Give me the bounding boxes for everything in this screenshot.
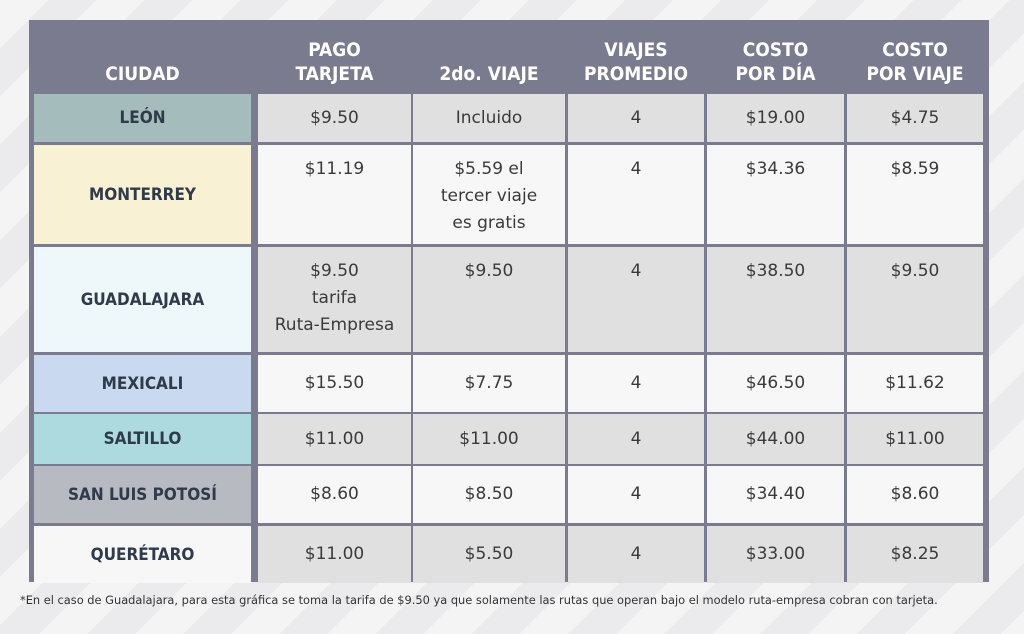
column-header-pago: PAGO TARJETA <box>295 39 374 85</box>
value-cell-costo-viaje: $9.50 <box>847 247 983 352</box>
fare-table: CIUDAD PAGO TARJETA 2do. VIAJE VIAJES PROME… <box>29 20 989 583</box>
value-cell-costo-viaje: $8.25 <box>847 526 983 583</box>
value-cell-costo-dia: $38.50 <box>707 247 844 352</box>
value-cell-viajes: 4 <box>568 145 704 244</box>
value-cell-costo-viaje: $8.59 <box>847 145 983 244</box>
value-cell-costo-dia: $44.00 <box>707 414 844 464</box>
value-cell-costo-dia: $46.50 <box>707 355 844 412</box>
city-cell: MEXICALI <box>34 355 251 412</box>
value-cell-costo-dia: $34.40 <box>707 466 844 523</box>
value-cell-pago: $11.00 <box>258 414 411 464</box>
column-header-segundo: 2do. VIAJE <box>439 63 539 85</box>
value-cell-viajes: 4 <box>568 466 704 523</box>
value-cell-viajes: 4 <box>568 414 704 464</box>
value-cell-costo-dia: $33.00 <box>707 526 844 583</box>
value-cell-pago: $9.50 tarifa Ruta-Empresa <box>258 247 411 352</box>
value-cell-pago: $11.19 <box>258 145 411 244</box>
column-header-costo-viaje: COSTO POR VIAJE <box>866 39 964 85</box>
value-cell-viajes: 4 <box>568 94 704 142</box>
value-cell-pago: $15.50 <box>258 355 411 412</box>
value-cell-pago: $11.00 <box>258 526 411 583</box>
value-cell-segundo: $5.59 el tercer viaje es gratis <box>413 145 565 244</box>
value-cell-costo-viaje: $11.62 <box>847 355 983 412</box>
value-cell-viajes: 4 <box>568 355 704 412</box>
value-cell-segundo: $9.50 <box>413 247 565 352</box>
city-cell: MONTERREY <box>34 145 251 244</box>
city-cell: GUADALAJARA <box>34 247 251 352</box>
footnote: *En el caso de Guadalajara, para esta gr… <box>20 593 938 607</box>
value-cell-pago: $9.50 <box>258 94 411 142</box>
value-cell-segundo: $7.75 <box>413 355 565 412</box>
value-cell-costo-viaje: $11.00 <box>847 414 983 464</box>
column-header-viajes: VIAJES PROMEDIO <box>584 39 688 85</box>
value-cell-segundo: $11.00 <box>413 414 565 464</box>
value-cell-costo-dia: $19.00 <box>707 94 844 142</box>
value-cell-costo-viaje: $8.60 <box>847 466 983 523</box>
value-cell-pago: $8.60 <box>258 466 411 523</box>
value-cell-viajes: 4 <box>568 526 704 583</box>
value-cell-costo-dia: $34.36 <box>707 145 844 244</box>
city-cell: SALTILLO <box>34 414 251 464</box>
city-cell: SAN LUIS POTOSÍ <box>34 466 251 523</box>
value-cell-segundo: $8.50 <box>413 466 565 523</box>
value-cell-segundo: $5.50 <box>413 526 565 583</box>
value-cell-viajes: 4 <box>568 247 704 352</box>
column-header-city: CIUDAD <box>105 63 180 85</box>
value-cell-costo-viaje: $4.75 <box>847 94 983 142</box>
city-cell: QUERÉTARO <box>34 526 251 583</box>
value-cell-segundo: Incluido <box>413 94 565 142</box>
column-header-costo-dia: COSTO POR DÍA <box>735 39 816 85</box>
city-cell: LEÓN <box>34 94 251 142</box>
